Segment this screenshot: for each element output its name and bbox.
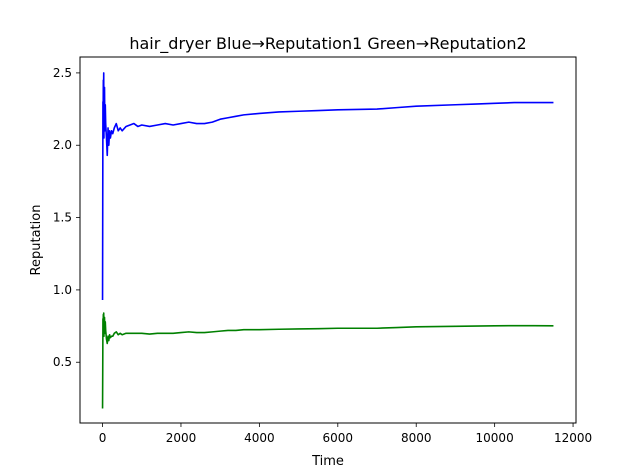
x-tick-label: 12000: [554, 431, 592, 445]
y-axis: 0.5 1.0 1.5 2.0 2.5: [53, 66, 80, 369]
x-tick-label: 6000: [323, 431, 354, 445]
y-tick-label: 2.0: [53, 138, 72, 152]
series-line-1: [101, 72, 554, 301]
y-tick-label: 0.5: [53, 355, 72, 369]
y-axis-label: Reputation: [29, 205, 44, 276]
series-layer: [101, 72, 554, 409]
x-tick-label: 4000: [244, 431, 275, 445]
plot-area: [79, 56, 577, 424]
x-tick-label: 8000: [401, 431, 432, 445]
y-tick-label: 1.5: [53, 211, 72, 225]
x-tick-label: 10000: [476, 431, 514, 445]
x-tick-label: 0: [99, 431, 107, 445]
series-line-2: [101, 312, 554, 409]
y-tick-label: 2.5: [53, 66, 72, 80]
plot-frame: [79, 56, 577, 424]
chart-title: hair_dryer Blue→Reputation1 Green→Reputa…: [129, 34, 526, 54]
y-tick-label: 1.0: [53, 283, 72, 297]
x-tick-label: 2000: [166, 431, 197, 445]
x-axis: 0 2000 4000 6000 8000 10000 12000: [99, 423, 592, 445]
x-axis-label: Time: [311, 454, 344, 469]
